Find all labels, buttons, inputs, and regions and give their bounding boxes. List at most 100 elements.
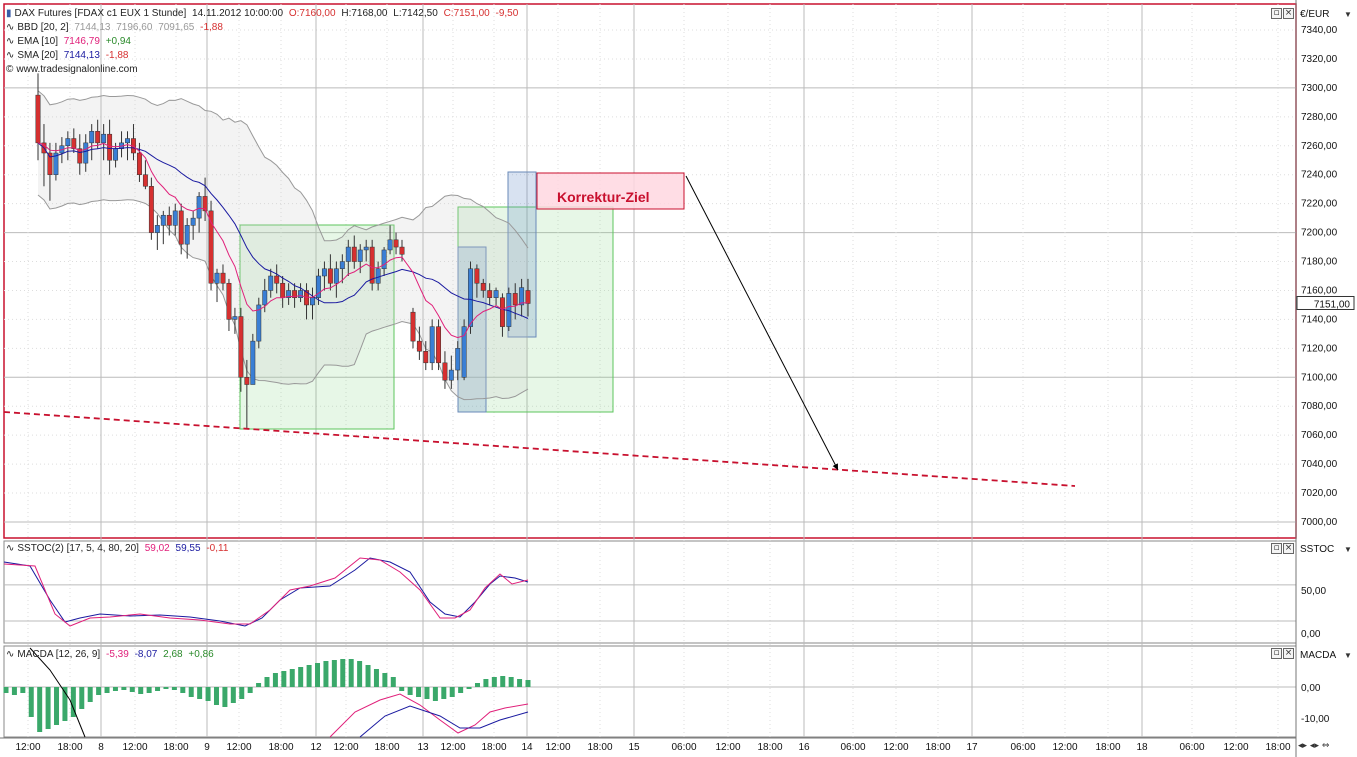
legend-ema-v2: +0,94	[105, 36, 131, 47]
x-tick-label: 18:00	[481, 742, 506, 753]
restore-icon[interactable]: ▫	[1271, 648, 1282, 659]
macd-histogram-bar	[96, 687, 102, 695]
y-tick-label: 7040,00	[1301, 459, 1338, 470]
scroll-right-icon[interactable]: ◂▸	[1309, 741, 1319, 751]
candle-body	[95, 131, 101, 144]
legend-instrument-name: DAX Futures [FDAX c1 EUX 1 Stunde]	[14, 8, 187, 19]
x-tick-label: 12:00	[545, 742, 570, 753]
close-icon[interactable]: ×	[1283, 543, 1294, 554]
legend-macd: ∿ MACDA [12, 26, 9] -5,39 -8,07 2,68 +0,8…	[6, 649, 217, 661]
macd-line	[329, 693, 529, 738]
macd-histogram-bar	[517, 679, 523, 687]
legend-bbd-v2: 7196,60	[116, 22, 153, 33]
candle-body	[316, 275, 321, 298]
macd-tick-label: 0,00	[1301, 683, 1321, 694]
close-icon[interactable]: ×	[1283, 648, 1294, 659]
y-tick-label: 7220,00	[1301, 199, 1338, 210]
macd-histogram-bar	[525, 680, 531, 687]
macd-histogram-bar	[264, 677, 270, 687]
legend-macd-v3: 2,68	[163, 649, 183, 660]
legend-row-copyright: © www.tradesignalonline.com	[6, 64, 521, 76]
candle-body	[262, 290, 268, 306]
close-icon[interactable]: ×	[1283, 8, 1294, 19]
legend-row-ema: ∿ EMA [10] 7146,79 +0,94	[6, 36, 521, 48]
main-axis-label: €/EUR	[1300, 9, 1330, 20]
candle-body	[268, 275, 274, 291]
macd-histogram-bar	[432, 687, 438, 701]
macd-histogram-bar	[348, 659, 354, 687]
macd-histogram-bar	[239, 687, 245, 699]
green-range-box-1	[239, 224, 395, 430]
scroll-left-icon[interactable]: ◂▸	[1298, 741, 1308, 751]
target-arrow	[685, 175, 839, 471]
x-tick-label: 12:00	[440, 742, 465, 753]
callout-box	[536, 172, 685, 210]
sstoc-panel-frame	[3, 540, 1297, 644]
zoom-icon[interactable]: ⇔	[1321, 741, 1330, 751]
y-tick-label: 7000,00	[1301, 517, 1338, 528]
y-tick-label: 7060,00	[1301, 430, 1338, 441]
candle-body	[455, 348, 461, 371]
legend-sstoc-name: SSTOC(2) [17, 5, 4, 80, 20]	[17, 543, 139, 554]
candle-body	[468, 268, 473, 327]
candle-body	[172, 210, 178, 226]
x-tick-label: 18:00	[925, 742, 950, 753]
wave-icon: ∿	[6, 543, 15, 554]
macd-panel	[3, 647, 1296, 738]
legend-bbd-v4: -1,88	[200, 22, 223, 33]
chevron-down-icon[interactable]: ▼	[1344, 10, 1352, 19]
sstoc-fast-line	[3, 557, 529, 627]
macd-histogram-bar	[298, 667, 304, 687]
legend-date: 14.11.2012 10:00:00	[192, 8, 284, 19]
legend-main: ▮ DAX Futures [FDAX c1 EUX 1 Stunde] 14.1…	[6, 8, 521, 76]
y-tick-label: 7260,00	[1301, 141, 1338, 152]
candle-body	[244, 377, 250, 385]
callout-label: Korrektur-Ziel	[557, 189, 650, 205]
candle-body	[160, 214, 166, 226]
candle-body	[448, 369, 454, 381]
candle-body	[178, 210, 184, 245]
legend-macd-v2: -8,07	[134, 649, 158, 660]
macd-histogram-bar	[416, 687, 422, 697]
x-tick-label: 12:00	[1052, 742, 1077, 753]
y-tick-label: 7020,00	[1301, 488, 1338, 499]
legend-change: -9,50	[495, 8, 519, 19]
macd-histogram-bar	[340, 659, 346, 687]
chevron-down-icon[interactable]: ▼	[1344, 545, 1352, 554]
restore-icon[interactable]: ▫	[1271, 8, 1282, 19]
x-tick-label: 13	[417, 742, 429, 753]
sstoc-tick-label: 0,00	[1301, 629, 1321, 640]
candle-body	[423, 350, 429, 364]
macd-histogram-bar	[222, 687, 228, 707]
bollinger-fill	[38, 90, 528, 400]
candle-body	[499, 297, 505, 327]
x-tick-label: 18:00	[163, 742, 188, 753]
macd-histogram-bar	[163, 687, 169, 689]
x-tick-label: 17	[966, 742, 978, 753]
x-tick-label: 12:00	[715, 742, 740, 753]
price-label-box	[1296, 295, 1355, 310]
candle-body	[274, 275, 280, 284]
candle-body	[166, 214, 172, 226]
candle-body	[65, 138, 71, 147]
macd-histogram-bar	[129, 687, 135, 692]
macd-histogram-bar	[213, 687, 219, 705]
candle-body	[416, 340, 422, 352]
candles	[35, 73, 531, 428]
macd-histogram-bar	[138, 687, 144, 694]
macd-histogram-bar	[104, 687, 110, 693]
legend-sma-name: SMA [20]	[17, 50, 58, 61]
legend-ema-v1: 7146,79	[63, 36, 100, 47]
restore-icon[interactable]: ▫	[1271, 543, 1282, 554]
macd-histogram-bar	[37, 687, 43, 732]
legend-website: www.tradesignalonline.com	[16, 64, 138, 75]
macd-histogram-bar	[373, 669, 379, 687]
x-tick-label: 12:00	[122, 742, 147, 753]
candle-body	[184, 225, 190, 245]
chevron-down-icon[interactable]: ▼	[1344, 651, 1352, 660]
candle-body	[220, 272, 226, 284]
macd-histogram-bar	[247, 687, 253, 693]
macd-histogram-bar	[188, 687, 194, 697]
candle-body	[399, 246, 405, 255]
macd-histogram-bar	[508, 677, 514, 687]
